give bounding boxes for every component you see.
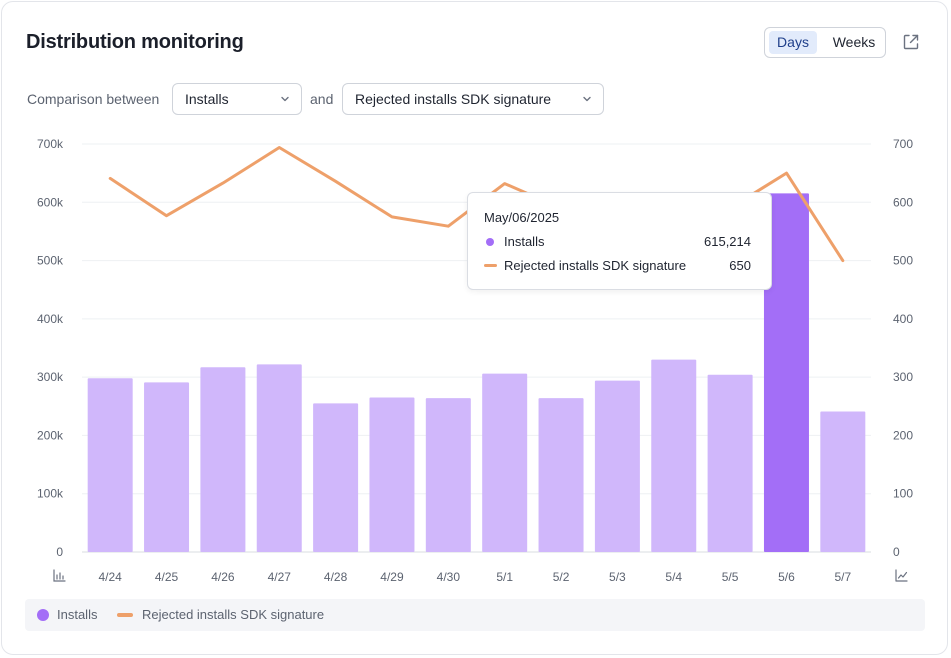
x-tick-label: 5/3 <box>609 570 626 584</box>
installs-bar <box>763 193 809 552</box>
left-tick-label: 200k <box>37 428 64 442</box>
x-tick-label: 5/1 <box>496 570 513 584</box>
x-tick-label: 4/29 <box>380 570 404 584</box>
right-tick-label: 400 <box>893 312 913 326</box>
left-tick-label: 600k <box>37 195 64 209</box>
x-tick-label: 4/30 <box>437 570 461 584</box>
metric1-value: Installs <box>185 91 229 107</box>
installs-legend-dot-icon <box>37 609 49 621</box>
installs-bar <box>425 398 471 552</box>
right-tick-label: 200 <box>893 428 913 442</box>
installs-bar <box>200 367 246 552</box>
left-tick-label: 100k <box>37 487 64 501</box>
legend-rejected[interactable]: Rejected installs SDK signature <box>142 607 325 622</box>
left-tick-label: 500k <box>37 254 64 268</box>
installs-bar <box>651 359 697 552</box>
x-tick-label: 4/24 <box>98 570 122 584</box>
tooltip-date: May/06/2025 <box>484 210 560 225</box>
x-tick-label: 4/25 <box>155 570 179 584</box>
days-option[interactable]: Days <box>769 31 817 54</box>
line-chart-icon <box>895 569 908 582</box>
chevron-down-icon <box>281 96 289 102</box>
right-tick-label: 0 <box>893 545 900 559</box>
installs-bar <box>820 411 866 552</box>
weeks-option[interactable]: Weeks <box>832 34 876 50</box>
left-tick-label: 0 <box>56 545 63 559</box>
x-tick-label: 4/27 <box>268 570 292 584</box>
right-axis-ticks: 0 100 200 300 400 500 600 700 <box>893 137 913 559</box>
and-label: and <box>310 91 334 107</box>
legend-installs[interactable]: Installs <box>57 607 98 622</box>
period-toggle: Days Weeks <box>764 27 886 58</box>
left-tick-label: 300k <box>37 370 64 384</box>
rejected-legend-line-icon <box>117 613 133 617</box>
chevron-down-icon <box>583 96 591 102</box>
installs-bar <box>707 374 753 552</box>
installs-bar <box>144 382 190 552</box>
installs-bar <box>313 403 359 552</box>
left-tick-label: 400k <box>37 312 64 326</box>
left-axis-ticks: 0 100k 200k 300k 400k 500k 600k 700k <box>37 137 64 559</box>
left-tick-label: 700k <box>37 137 64 151</box>
installs-bar <box>369 397 415 552</box>
tooltip-installs-label: Installs <box>504 234 545 249</box>
installs-bar <box>594 380 640 552</box>
x-tick-label: 5/5 <box>722 570 739 584</box>
bar-chart-icon <box>53 569 66 582</box>
card-title: Distribution monitoring <box>26 31 244 53</box>
comparison-label: Comparison between <box>27 91 160 107</box>
chart-tooltip: May/06/2025 Installs 615,214 Rejected in… <box>467 192 772 290</box>
installs-bar <box>256 364 302 552</box>
installs-dot-icon <box>486 238 494 246</box>
tooltip-installs-value: 615,214 <box>704 234 751 249</box>
x-tick-label: 5/2 <box>553 570 570 584</box>
right-tick-label: 100 <box>893 487 913 501</box>
x-tick-label: 5/6 <box>778 570 795 584</box>
x-tick-label: 4/28 <box>324 570 348 584</box>
tooltip-rejected-value: 650 <box>729 258 751 273</box>
chart-legend: Installs Rejected installs SDK signature <box>25 599 925 631</box>
installs-bars <box>87 193 866 552</box>
rejected-line-icon <box>484 264 497 267</box>
x-tick-label: 5/7 <box>834 570 851 584</box>
right-tick-label: 700 <box>893 137 913 151</box>
x-tick-label: 4/26 <box>211 570 235 584</box>
installs-bar <box>482 373 528 552</box>
metric2-select[interactable]: Rejected installs SDK signature <box>342 83 604 115</box>
right-tick-label: 300 <box>893 370 913 384</box>
installs-bar <box>87 378 133 552</box>
x-axis-ticks: 4/24 4/25 4/26 4/27 4/28 4/29 4/30 5/1 5/2 5/3 5/4… <box>98 570 851 584</box>
metric2-value: Rejected installs SDK signature <box>355 91 552 107</box>
right-tick-label: 500 <box>893 254 913 268</box>
tooltip-rejected-label: Rejected installs SDK signature <box>504 258 687 273</box>
external-link-icon[interactable] <box>901 32 921 52</box>
installs-bar <box>538 398 584 552</box>
metric1-select[interactable]: Installs <box>172 83 302 115</box>
right-tick-label: 600 <box>893 195 913 209</box>
x-tick-label: 5/4 <box>665 570 682 584</box>
